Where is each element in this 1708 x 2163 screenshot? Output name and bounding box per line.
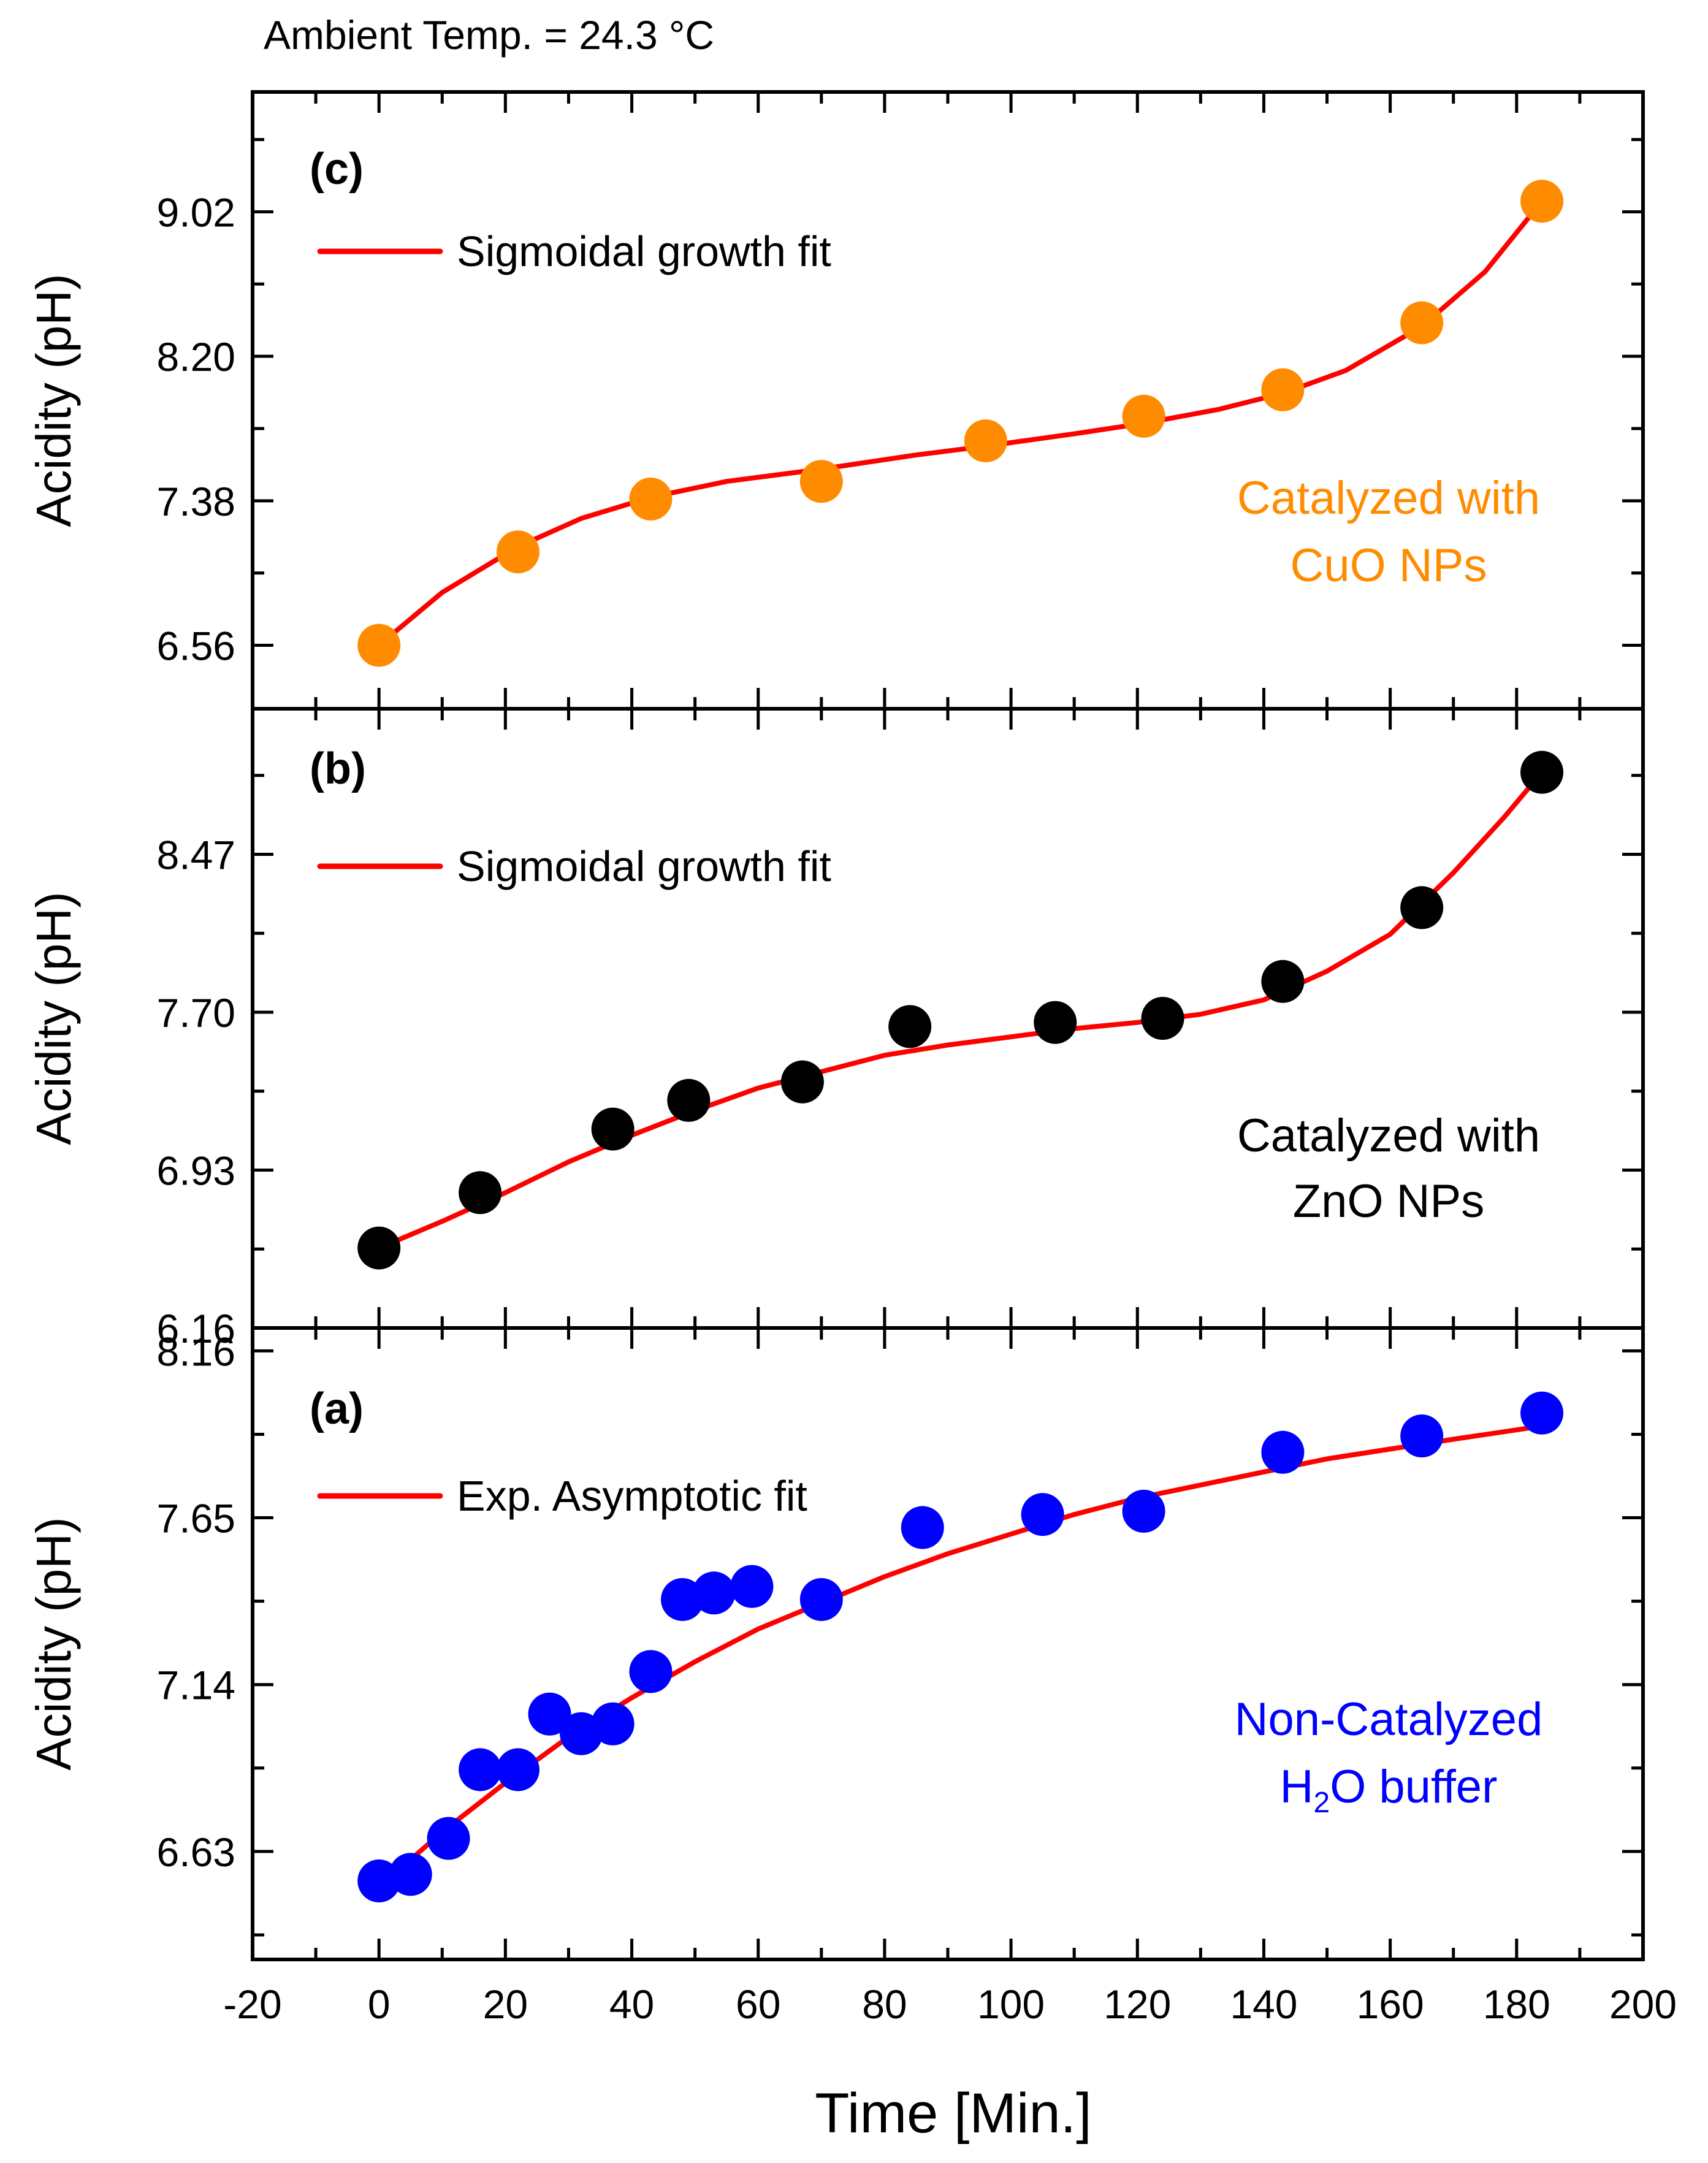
data-point (1122, 394, 1165, 438)
data-point (1400, 1414, 1444, 1458)
data-point (799, 1577, 843, 1621)
data-point (799, 460, 843, 503)
data-point (528, 1692, 571, 1736)
x-tick-label: 100 (977, 1982, 1045, 2027)
x-axis-label: Time [Min.] (815, 2082, 1092, 2145)
panels-group: 6.56 7.38 8.20 9.02 Acidity (pH) (c) Sigmoidal… (26, 90, 1645, 1961)
x-axis-group: -20 0 20 40 60 80 100 120 140 160 180 200 (223, 1982, 1677, 2027)
data-point (730, 1565, 774, 1608)
x-tick-label: 120 (1104, 1982, 1171, 2027)
annotation-subscript: 2 (1313, 1787, 1330, 1819)
data-point (692, 1571, 736, 1615)
y-tick-label: 8.16 (157, 1329, 235, 1374)
data-point (780, 1060, 824, 1104)
x-tick-label: 160 (1357, 1982, 1424, 2027)
data-point (591, 1107, 635, 1151)
y-tick-label: 8.47 (157, 832, 235, 877)
y-tick-label: 7.70 (157, 990, 235, 1036)
y-tick-label: 6.63 (157, 1829, 235, 1875)
y-axis-label: Acidity (pH) (26, 273, 81, 527)
y-axis-label: Acidity (pH) (26, 1517, 81, 1770)
data-point (1520, 180, 1564, 223)
data-point (667, 1078, 711, 1122)
data-point (629, 477, 673, 521)
x-tick-label: 0 (368, 1982, 391, 2027)
data-point (1261, 959, 1305, 1003)
data-point (496, 1748, 539, 1791)
panel-letter: (a) (310, 1384, 364, 1433)
data-point (1034, 1001, 1077, 1044)
x-tick-label: -20 (223, 1982, 281, 2027)
data-point (1400, 886, 1444, 929)
y-tick-label: 6.16 (157, 1306, 235, 1351)
annotation-line-2: CuO NPs (1291, 540, 1487, 592)
y-tick-label: 7.14 (157, 1663, 235, 1708)
legend-label: Sigmoidal growth fit (457, 842, 831, 890)
data-point (1261, 1430, 1305, 1474)
data-point (888, 1005, 932, 1048)
x-tick-label: 180 (1483, 1982, 1550, 2027)
data-point (357, 1226, 401, 1270)
y-axis-label: Acidity (pH) (26, 891, 81, 1145)
annotation-line-2: ZnO NPs (1293, 1175, 1485, 1227)
annotation-line-1: Catalyzed with (1237, 472, 1540, 524)
x-tick-label: 20 (483, 1982, 528, 2027)
data-point (1520, 1391, 1564, 1435)
data-point (1400, 301, 1444, 345)
x-tick-label: 140 (1230, 1982, 1297, 2027)
data-point (591, 1702, 635, 1745)
panel-c: 6.56 7.38 8.20 9.02 Acidity (pH) (c) Sigmoidal… (26, 90, 1645, 711)
data-point (629, 1650, 673, 1693)
panel-a: 6.63 7.14 7.65 8.16 Acidity (pH) (a) Exp. Asym… (26, 1326, 1645, 1961)
data-point (1520, 750, 1564, 794)
data-point (496, 530, 539, 574)
x-tick-label: 40 (609, 1982, 654, 2027)
panel-letter: (c) (310, 145, 364, 194)
y-tick-label: 7.38 (157, 479, 235, 524)
data-point (459, 1171, 502, 1215)
data-point (1141, 997, 1184, 1040)
ambient-temperature-header: Ambient Temp. = 24.3 °C (264, 12, 714, 58)
data-point (1021, 1493, 1064, 1536)
annotation-h: H (1280, 1761, 1314, 1813)
legend-label: Exp. Asymptotic fit (457, 1472, 807, 1520)
data-point (389, 1853, 432, 1896)
fit-curve (376, 769, 1545, 1251)
annotation-line-1: Non-Catalyzed (1235, 1693, 1543, 1745)
legend-label: Sigmoidal growth fit (457, 227, 831, 275)
x-tick-label: 200 (1609, 1982, 1677, 2027)
data-point (427, 1817, 470, 1860)
data-point (459, 1748, 502, 1791)
y-tick-label: 8.20 (157, 334, 235, 380)
annotation-line-2: H2O buffer (1280, 1761, 1498, 1819)
y-tick-label: 9.02 (157, 189, 235, 235)
data-point (901, 1506, 944, 1549)
y-tick-label: 6.93 (157, 1148, 235, 1193)
y-tick-label: 6.56 (157, 624, 235, 669)
annotation-line-1: Catalyzed with (1237, 1110, 1540, 1162)
annotation-rest: O buffer (1330, 1761, 1497, 1813)
panel-b: 6.16 6.93 7.70 8.47 Acidity (pH) (b) Sigmoidal… (26, 707, 1645, 1351)
data-point (1261, 368, 1305, 411)
data-point (357, 624, 401, 667)
x-tick-label: 80 (862, 1982, 907, 2027)
panel-letter: (b) (310, 744, 366, 793)
y-tick-label: 7.65 (157, 1496, 235, 1541)
data-point (1122, 1489, 1165, 1533)
x-tick-label: 60 (736, 1982, 780, 2027)
data-point (964, 419, 1007, 463)
